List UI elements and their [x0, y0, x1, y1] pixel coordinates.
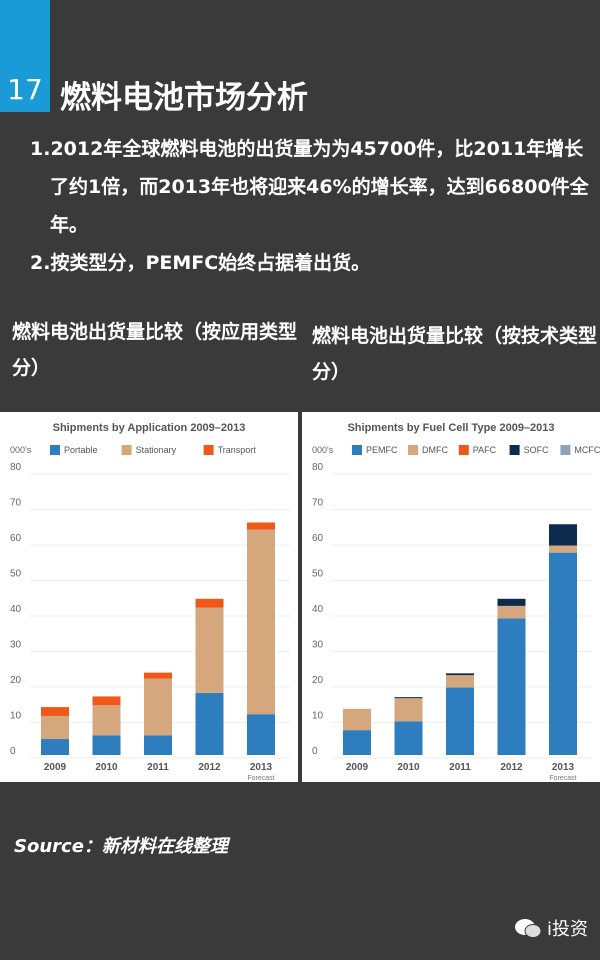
- bar-segment: [394, 721, 423, 755]
- bar-segment: [247, 522, 275, 530]
- bar-segment: [394, 697, 423, 699]
- y-tick-label: 0: [312, 746, 318, 757]
- legend-swatch: [121, 445, 132, 455]
- legend-label: PAFC: [473, 445, 497, 455]
- bar-segment: [92, 696, 121, 706]
- chart-title: Shipments by Fuel Cell Type 2009–2013: [347, 422, 554, 434]
- y-axis-label: 000's: [10, 445, 32, 455]
- chart-heading: 燃料电池出货量比较（按技术类型分）: [312, 325, 598, 383]
- bar-segment: [92, 735, 121, 755]
- legend-swatch: [509, 445, 520, 455]
- y-tick-label: 30: [312, 640, 324, 651]
- x-tick-label: 2010: [397, 762, 420, 773]
- legend-swatch: [203, 445, 214, 455]
- y-tick-label: 70: [312, 498, 324, 509]
- bullet: 1.2012年全球燃料电池的出货量为为45700件，比2011年增长了约1倍，而…: [30, 138, 589, 236]
- x-tick-label: 2013: [250, 762, 273, 773]
- y-tick-label: 70: [10, 498, 22, 509]
- bar-segment: [343, 708, 371, 731]
- y-tick-label: 80: [312, 462, 324, 473]
- legend-label: PEMFC: [366, 445, 398, 455]
- bar-segment: [394, 698, 423, 722]
- bar-segment: [41, 707, 69, 716]
- bar-segment: [92, 705, 121, 736]
- bar-segment: [144, 678, 172, 736]
- bar-segment: [549, 545, 577, 553]
- x-tick-label: 2013: [552, 762, 575, 773]
- bullet: 2.按类型分，PEMFC始终占据着出货。: [30, 252, 371, 274]
- chart-heading: 燃料电池出货量比较（按应用类型分）: [12, 321, 298, 379]
- logo-icon: [514, 919, 542, 938]
- legend-swatch: [408, 445, 418, 455]
- x-tick-label: 2011: [449, 762, 471, 773]
- y-tick-label: 60: [10, 533, 22, 544]
- logo: i投资: [513, 915, 588, 941]
- bar-segment: [41, 739, 69, 755]
- x-tick-label: 2011: [147, 762, 169, 773]
- y-tick-label: 20: [10, 675, 22, 686]
- bar-segment: [247, 714, 275, 755]
- x-tick-label: 2012: [198, 762, 221, 773]
- y-tick-label: 80: [10, 462, 22, 473]
- bar-segment: [497, 598, 526, 606]
- bar-segment: [497, 618, 526, 755]
- y-tick-label: 30: [10, 640, 22, 651]
- page-title: 燃料电池市场分析: [60, 80, 308, 116]
- chart-title: Shipments by Application 2009–2013: [53, 422, 246, 434]
- legend-label: MCFC: [574, 445, 600, 455]
- legend-label: DMFC: [422, 445, 448, 455]
- bar-segment: [195, 607, 224, 693]
- bar-segment: [144, 672, 172, 679]
- legend-swatch: [560, 445, 571, 455]
- x-tick-label: 2012: [500, 762, 523, 773]
- bar-segment: [446, 673, 474, 676]
- bar-segment: [144, 735, 172, 755]
- x-tick-label: 2009: [44, 762, 67, 773]
- y-tick-label: 60: [312, 533, 324, 544]
- y-tick-label: 50: [312, 569, 324, 580]
- bar-segment: [549, 552, 577, 755]
- x-annotation: Forecast: [549, 775, 576, 782]
- legend-swatch: [50, 445, 60, 455]
- legend-swatch: [458, 445, 469, 455]
- legend-label: Transport: [218, 445, 257, 455]
- bar-segment: [446, 675, 474, 688]
- x-annotation: Forecast: [247, 775, 274, 782]
- legend-label: Portable: [64, 445, 98, 455]
- bar-segment: [549, 524, 577, 546]
- x-tick-label: 2010: [95, 762, 118, 773]
- y-tick-label: 50: [10, 569, 22, 580]
- legend-swatch: [352, 445, 362, 455]
- legend-label: SOFC: [524, 445, 550, 455]
- bar-segment: [247, 529, 275, 715]
- y-tick-label: 0: [10, 746, 16, 757]
- y-tick-label: 40: [10, 604, 22, 615]
- y-axis-label: 000's: [312, 445, 334, 455]
- bar-segment: [195, 598, 224, 608]
- y-tick-label: 40: [312, 604, 324, 615]
- logo-text: i投资: [546, 919, 588, 940]
- bar-segment: [446, 687, 474, 755]
- legend-label: Stationary: [136, 445, 177, 455]
- source: Source：新材料在线整理: [14, 836, 228, 857]
- bar-segment: [41, 715, 69, 740]
- y-tick-label: 10: [10, 711, 22, 722]
- charts: Shipments by Application 2009–2013 000's P…: [0, 412, 600, 782]
- bar-segment: [497, 605, 526, 619]
- bar-segment: [195, 692, 224, 755]
- x-tick-label: 2009: [346, 762, 369, 773]
- section-number: 17: [0, 0, 50, 112]
- y-tick-label: 20: [312, 675, 324, 686]
- bar-segment: [343, 730, 371, 755]
- y-tick-label: 10: [312, 711, 324, 722]
